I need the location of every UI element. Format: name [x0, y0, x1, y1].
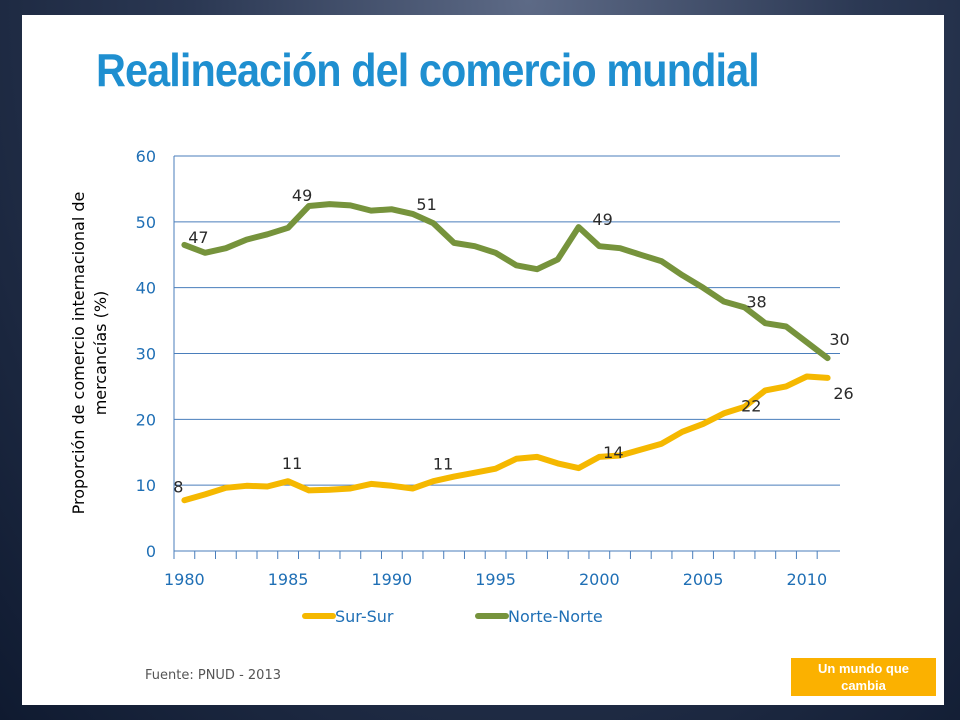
y-tick-label: 0	[146, 542, 156, 561]
y-axis-label: Proporción de comercio internacional de m…	[69, 192, 110, 515]
data-label: 14	[603, 443, 623, 462]
y-tick-label: 40	[136, 279, 156, 298]
y-axis-title: Proporción de comercio internacional de m…	[69, 192, 110, 515]
legend-label: Sur-Sur	[335, 607, 394, 626]
badge-line-1: Un mundo que	[818, 661, 909, 676]
line-chart: 0 10 20 30 40 50 60 1980 1985 1990 1995 2000 2005 20…	[69, 147, 854, 626]
chart-series	[181, 201, 831, 504]
brand-badge: Un mundo que cambia	[791, 658, 936, 696]
legend-label: Norte-Norte	[508, 607, 603, 626]
x-tick-label: 2005	[683, 570, 724, 589]
data-label: 47	[188, 228, 208, 247]
data-labels: 8 11 11 14 22 26 47 49 51 49 38 30	[173, 186, 853, 497]
slide-canvas: Realineación del comercio mundial 0 10 20 3…	[22, 15, 944, 705]
data-label: 49	[292, 186, 312, 205]
source-note: Fuente: PNUD - 2013	[145, 668, 281, 683]
series-line-norte-norte	[181, 201, 831, 362]
series-line-sur-sur	[181, 373, 831, 504]
y-tick-label: 50	[136, 213, 156, 232]
y-axis-title-line: mercancías (%)	[91, 291, 110, 416]
x-tick-label: 1980	[164, 570, 205, 589]
data-label: 49	[592, 210, 612, 229]
chart-legend: Sur-Sur Norte-Norte	[302, 607, 603, 626]
x-tick-label: 2000	[579, 570, 620, 589]
data-label: 51	[416, 195, 436, 214]
y-tick-label: 60	[136, 147, 156, 166]
slide-title: Realineación del comercio mundial	[96, 44, 760, 96]
data-label: 11	[433, 455, 453, 474]
x-tick-label: 1995	[475, 570, 516, 589]
y-axis-ticks: 0 10 20 30 40 50 60	[136, 147, 156, 561]
data-label: 11	[282, 454, 302, 473]
data-label: 22	[741, 396, 761, 415]
x-tick-label: 1990	[371, 570, 412, 589]
y-tick-label: 30	[136, 345, 156, 364]
x-tick-label: 1985	[268, 570, 309, 589]
data-label: 38	[746, 292, 766, 311]
data-label: 8	[173, 477, 183, 496]
badge-line-2: cambia	[841, 678, 886, 693]
data-label: 26	[833, 384, 853, 403]
x-axis: 1980 1985 1990 1995 2000 2005 2010	[164, 156, 840, 589]
data-label: 30	[829, 330, 849, 349]
y-tick-label: 10	[136, 476, 156, 495]
chart-grid	[174, 155, 840, 486]
x-tick-label: 2010	[786, 570, 827, 589]
y-axis-title-line: Proporción de comercio internacional de	[69, 192, 88, 515]
y-tick-label: 20	[136, 410, 156, 429]
